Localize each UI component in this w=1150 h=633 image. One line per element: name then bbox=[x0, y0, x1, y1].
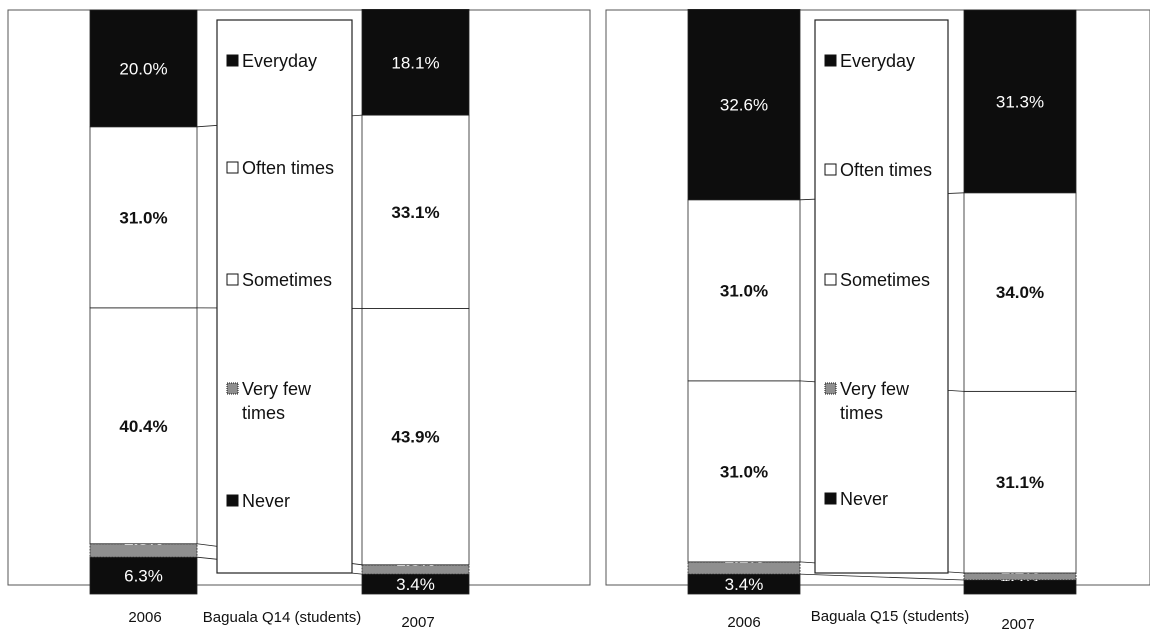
legend-box bbox=[216, 19, 353, 574]
data-label: 3.4% bbox=[396, 575, 435, 594]
data-label: 31.1% bbox=[996, 473, 1044, 492]
legend-label: Everyday bbox=[242, 51, 317, 71]
x-tick-label: 2007 bbox=[1001, 616, 1034, 633]
legend-swatch bbox=[824, 492, 837, 505]
bar-segment-2007-sometimes bbox=[361, 308, 470, 566]
legend-swatch bbox=[226, 273, 239, 286]
legend-label: Never bbox=[242, 491, 290, 511]
legend-label: Very few bbox=[242, 379, 312, 399]
data-label: 18.1% bbox=[391, 53, 439, 72]
legend-swatch bbox=[824, 382, 837, 395]
data-label: 3.4% bbox=[725, 575, 764, 594]
bar-segment-2006-everyday bbox=[687, 9, 801, 201]
chart-caption: Baguala Q15 (students) bbox=[811, 608, 969, 625]
bar-segment-2006-sometimes bbox=[687, 380, 801, 563]
legend-swatch bbox=[226, 494, 239, 507]
legend-label: Everyday bbox=[840, 51, 915, 71]
legend-swatch bbox=[226, 54, 239, 67]
data-label: 33.1% bbox=[391, 203, 439, 222]
bar-segment-2006-often-times bbox=[687, 199, 801, 382]
bar-segment-2007-everyday bbox=[963, 9, 1077, 194]
chart-panel-1: 6.3%2.3%40.4%31.0%20.0%3.4%1.6%43.9%33.1… bbox=[7, 9, 591, 631]
chart-panel-2: 3.4%2.1%31.0%31.0%32.6%2.4%1.2%31.1%34.0… bbox=[605, 9, 1150, 633]
x-tick-label: 2006 bbox=[128, 609, 161, 626]
bar-segment-2007-very-few-times bbox=[361, 564, 470, 575]
data-label: 31.3% bbox=[996, 92, 1044, 111]
series-connector bbox=[799, 573, 965, 581]
bar-segment-2007-sometimes bbox=[963, 390, 1077, 574]
legend-label: Sometimes bbox=[840, 270, 930, 290]
chart-caption: Baguala Q14 (students) bbox=[203, 609, 361, 626]
legend-swatch bbox=[226, 382, 239, 395]
data-label: 20.0% bbox=[119, 59, 167, 78]
data-label: 31.0% bbox=[119, 208, 167, 227]
bar-segment-2006-often-times bbox=[89, 126, 198, 309]
bar-segment-2007-often-times bbox=[963, 192, 1077, 392]
legend-label: Often times bbox=[840, 160, 932, 180]
data-label: 40.4% bbox=[119, 417, 167, 436]
legend-label: Never bbox=[840, 489, 888, 509]
data-label: 43.9% bbox=[391, 428, 439, 447]
bar-segment-2007-often-times bbox=[361, 114, 470, 309]
bar-segment-2006-never bbox=[89, 556, 198, 595]
legend-swatch bbox=[824, 273, 837, 286]
legend-label: Often times bbox=[242, 158, 334, 178]
legend-label: times bbox=[840, 403, 883, 423]
legend-label: times bbox=[242, 403, 285, 423]
bar-segment-2006-sometimes bbox=[89, 307, 198, 545]
x-tick-label: 2006 bbox=[727, 614, 760, 631]
bar-segment-2006-very-few-times bbox=[89, 543, 198, 558]
data-label: 6.3% bbox=[124, 567, 163, 586]
legend-label: Very few bbox=[840, 379, 910, 399]
data-label: 31.0% bbox=[720, 281, 768, 300]
data-label: 34.0% bbox=[996, 283, 1044, 302]
data-label: 31.0% bbox=[720, 462, 768, 481]
legend-swatch bbox=[226, 161, 239, 174]
legend-swatch bbox=[824, 163, 837, 176]
data-label: 32.6% bbox=[720, 96, 768, 115]
bar-segment-2007-everyday bbox=[361, 9, 470, 116]
legend-box bbox=[814, 19, 949, 574]
bar-segment-2006-everyday bbox=[89, 9, 198, 128]
legend-label: Sometimes bbox=[242, 270, 332, 290]
x-tick-label: 2007 bbox=[401, 614, 434, 631]
legend-swatch bbox=[824, 54, 837, 67]
